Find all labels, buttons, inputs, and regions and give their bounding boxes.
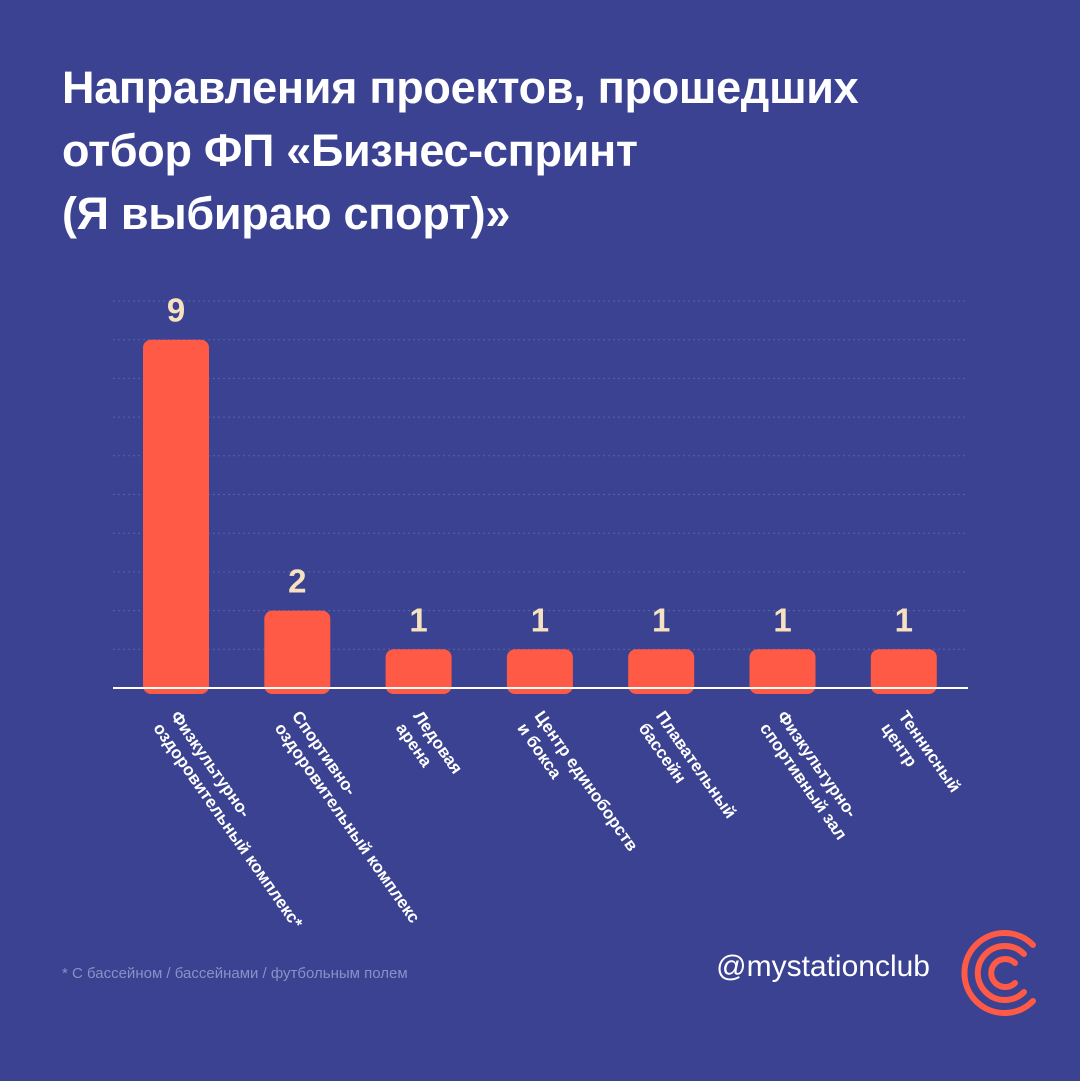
bar-value-label: 1 xyxy=(531,601,549,638)
bar xyxy=(870,649,937,694)
station-club-logo-icon xyxy=(961,930,1036,1016)
category-label: Теннисныйцентр xyxy=(877,707,964,807)
footnote: * С бассейном / бассейнами / футбольным … xyxy=(62,965,408,982)
chart-title: Направления проектов, прошедших отбор ФП… xyxy=(62,56,1042,245)
title-line-1: Направления проектов, прошедших xyxy=(62,62,859,113)
bar xyxy=(749,649,816,694)
bar-value-label: 1 xyxy=(773,601,791,638)
category-label-line: оздоровительный комплекс xyxy=(271,719,424,926)
bar-value-label: 2 xyxy=(288,563,306,600)
category-label: Плавательныйбассейн xyxy=(635,707,740,834)
bar-value-label: 1 xyxy=(409,601,427,638)
category-label: Физкультурно-спортивный зал xyxy=(756,707,868,843)
category-label: Центр единоборстви бокса xyxy=(513,707,641,866)
social-handle: @mystationclub xyxy=(716,950,930,983)
bar xyxy=(628,649,695,694)
title-line-3: (Я выбираю спорт)» xyxy=(62,188,511,239)
category-label-line: Центр единоборств xyxy=(531,707,642,854)
bar xyxy=(506,649,573,694)
bar xyxy=(264,610,331,694)
bar-value-label: 1 xyxy=(895,601,913,638)
category-label-line: оздоровительный комплекс* xyxy=(150,719,307,932)
category-label: Ледоваяарена xyxy=(392,707,466,789)
bar-value-label: 1 xyxy=(652,601,670,638)
title-line-2: отбор ФП «Бизнес-спринт xyxy=(62,125,638,176)
bar xyxy=(385,649,452,694)
bar-value-label: 9 xyxy=(167,292,185,329)
bar xyxy=(143,339,209,694)
